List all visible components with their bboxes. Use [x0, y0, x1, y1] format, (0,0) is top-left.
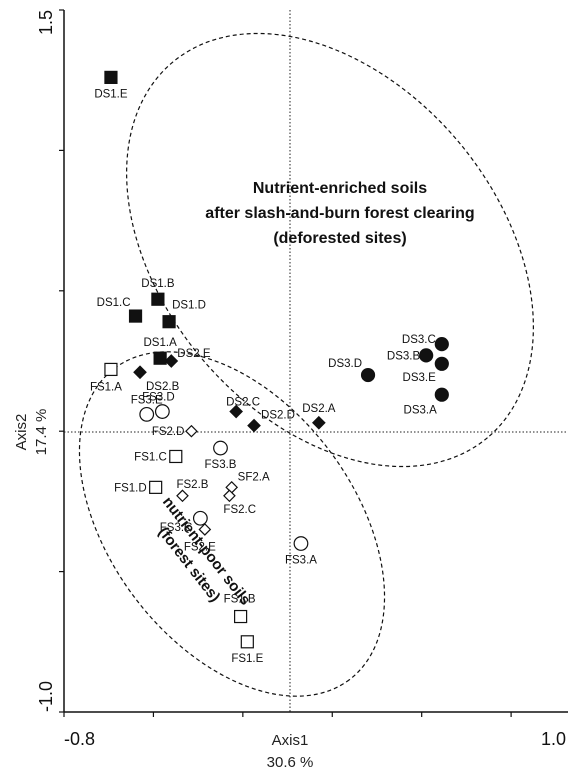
point-fs3-d	[154, 404, 170, 419]
point-fs1-b	[234, 609, 248, 624]
label-fs1-d: FS1.D	[114, 482, 147, 494]
point-ds3-c	[434, 337, 449, 352]
point-fs3-c	[192, 510, 208, 526]
axis-ticks	[59, 9, 512, 717]
deforested-sites-ellipse	[126, 32, 534, 468]
x-tick-label-min: -0.8	[64, 729, 95, 749]
point-ds1-e	[104, 70, 118, 84]
label-fs1-e: FS1.E	[231, 653, 263, 665]
point-fs1-d	[149, 480, 163, 494]
point-ds2-d	[247, 418, 261, 433]
label-ds1-c: DS1.C	[97, 297, 131, 309]
label-fs1-c: FS1.C	[134, 451, 167, 463]
label-fs2-b: FS2.B	[176, 479, 208, 491]
label-ds2-c: DS2.C	[226, 397, 260, 409]
label-fs3-c: FS3.C	[160, 522, 193, 534]
label-fs2-c: FS2.C	[223, 504, 256, 516]
label-ds3-d: DS3.D	[328, 358, 362, 370]
point-fs2-b	[176, 489, 189, 503]
label-ds3-a: DS3.A	[404, 405, 438, 417]
point-ds3-e	[434, 356, 449, 371]
point-ds1-d	[162, 315, 176, 329]
label-fs3-b: FS3.B	[205, 459, 237, 471]
point-fs2-c	[223, 489, 236, 503]
label-sf2-a: SF2.A	[238, 471, 270, 483]
label-ds2-e: DS2.E	[177, 348, 211, 360]
point-ds2-b	[133, 365, 147, 380]
point-ds2-c	[229, 404, 243, 419]
label-ds3-b: DS3.B	[387, 350, 421, 362]
y-axis-percent: 17.4 %	[33, 409, 50, 456]
label-fs1-b: FS1.B	[224, 594, 256, 606]
enriched-annotation-line-2: after slash-and-burn forest clearing	[205, 205, 474, 222]
point-fs3-a	[293, 536, 309, 551]
point-fs2-e	[198, 523, 212, 536]
label-fs3-a: FS3.A	[285, 555, 317, 567]
label-ds1-e: DS1.E	[94, 88, 128, 100]
y-axis-title: Axis2	[13, 414, 30, 451]
label-ds3-e: DS3.E	[403, 372, 437, 384]
point-ds1-a	[153, 351, 167, 365]
point-ds2-a	[312, 415, 326, 430]
point-ds1-b	[151, 292, 165, 306]
point-ds3-d	[360, 367, 376, 383]
label-fs1-a: FS1.A	[90, 381, 122, 393]
forest-sites-ellipse	[78, 351, 386, 697]
label-ds2-a: DS2.A	[302, 403, 336, 415]
x-axis-percent: 30.6 %	[267, 754, 314, 771]
x-tick-label-max: 1.0	[541, 729, 566, 749]
point-fs1-c	[169, 449, 183, 464]
point-fs3-e	[139, 406, 155, 422]
label-ds1-a: DS1.A	[144, 337, 178, 349]
label-ds1-b: DS1.B	[141, 278, 175, 290]
label-fs3-e: FS3.E	[131, 394, 163, 406]
point-ds1-c	[128, 309, 143, 323]
label-ds2-b: DS2.B	[146, 381, 180, 393]
point-fs2-d	[185, 424, 198, 438]
label-ds2-d: DS2.D	[261, 410, 295, 422]
x-axis-title: Axis1	[272, 732, 309, 749]
label-fs2-d: FS2.D	[152, 426, 185, 438]
enriched-annotation-line-1: Nutrient-enriched soils	[253, 180, 427, 197]
label-fs2-e: FS2.E	[184, 541, 216, 553]
point-fs1-a	[104, 362, 118, 377]
point-ds2-e	[164, 354, 179, 368]
label-ds1-d: DS1.D	[172, 300, 206, 312]
point-fs1-e	[240, 635, 254, 649]
point-ds3-a	[434, 387, 449, 402]
data-points	[104, 70, 449, 649]
label-ds3-c: DS3.C	[402, 334, 436, 346]
point-fs3-b	[213, 440, 228, 456]
point-ds3-b	[419, 348, 434, 363]
enriched-annotation-line-3: (deforested sites)	[273, 230, 406, 247]
label-fs3-d: FS3.D	[142, 392, 175, 404]
y-tick-label-max: 1.5	[36, 10, 56, 35]
y-tick-label-min: -1.0	[36, 681, 56, 712]
